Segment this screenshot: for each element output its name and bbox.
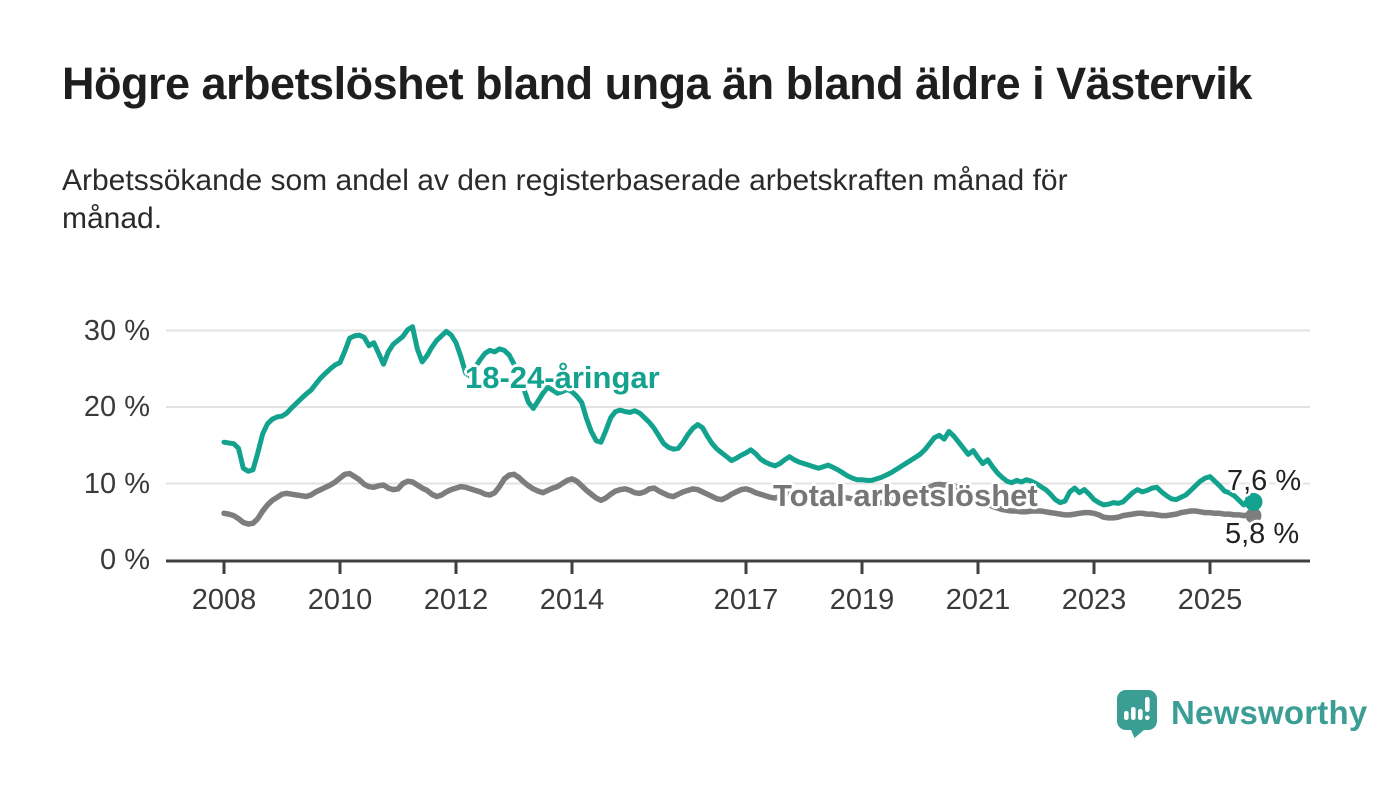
x-tick-label-2025: 2025 [1177,584,1243,616]
y-tick-label-0: 0 % [100,544,150,576]
brand-name: Newsworthy [1171,694,1368,731]
line-young [221,324,1256,508]
x-tick-label-2021: 2021 [945,584,1011,616]
page-title: Högre arbetslöshet bland unga än bland ä… [62,58,1252,109]
x-tick-label-2010: 2010 [307,584,373,616]
subtitle-line-2: månad. [62,202,163,235]
subtitle-line-1: Arbetssökande som andel av den registerb… [62,164,1068,197]
chart-subtitle: Arbetssökande som andel av den registerb… [62,162,1342,238]
y-tick-label-20: 20 % [83,391,150,423]
line-total [221,470,1257,527]
x-tick-label-2017: 2017 [713,584,779,616]
end-value-young: 7,6 % [1227,465,1302,497]
end-value-total: 5,8 % [1225,518,1300,550]
series-label-young: 18-24-åringar [465,360,660,395]
series-label-total: Total arbetslöshet [773,478,1038,513]
x-tick-label-2012: 2012 [423,584,489,616]
x-tick-label-2019: 2019 [829,584,895,616]
newsworthy-logo-icon [1117,690,1157,738]
end-dot-total [1245,507,1262,524]
y-tick-label-30: 30 % [83,314,150,347]
end-dot-young [1244,492,1263,511]
x-tick-label-2008: 2008 [191,584,257,616]
x-tick-label-2014: 2014 [539,584,605,616]
brand-logo: Newsworthy [1115,688,1367,738]
x-tick-label-2023: 2023 [1061,584,1127,616]
y-tick-label-10: 10 % [83,467,150,500]
